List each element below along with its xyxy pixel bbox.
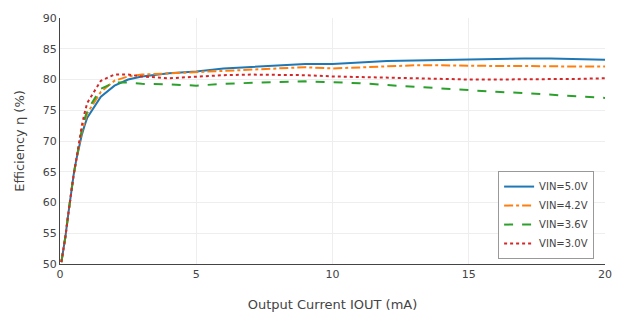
svg-text:70: 70 bbox=[43, 135, 57, 148]
svg-text:0: 0 bbox=[57, 268, 64, 281]
svg-text:80: 80 bbox=[43, 73, 57, 86]
svg-text:10: 10 bbox=[326, 268, 340, 281]
svg-text:15: 15 bbox=[462, 268, 476, 281]
svg-text:75: 75 bbox=[43, 104, 57, 117]
svg-text:50: 50 bbox=[43, 258, 57, 271]
svg-text:65: 65 bbox=[43, 166, 57, 179]
svg-text:VIN=3.0V: VIN=3.0V bbox=[539, 238, 588, 249]
svg-text:20: 20 bbox=[598, 268, 612, 281]
svg-text:Output Current IOUT (mA): Output Current IOUT (mA) bbox=[248, 297, 418, 312]
svg-text:VIN=3.6V: VIN=3.6V bbox=[539, 219, 588, 230]
svg-text:90: 90 bbox=[43, 12, 57, 25]
svg-text:85: 85 bbox=[43, 43, 57, 56]
svg-text:60: 60 bbox=[43, 196, 57, 209]
svg-text:VIN=4.2V: VIN=4.2V bbox=[539, 200, 588, 211]
svg-text:Efficiency η (%): Efficiency η (%) bbox=[12, 90, 27, 192]
svg-text:5: 5 bbox=[193, 268, 200, 281]
svg-text:VIN=5.0V: VIN=5.0V bbox=[539, 181, 588, 192]
svg-text:55: 55 bbox=[43, 227, 57, 240]
